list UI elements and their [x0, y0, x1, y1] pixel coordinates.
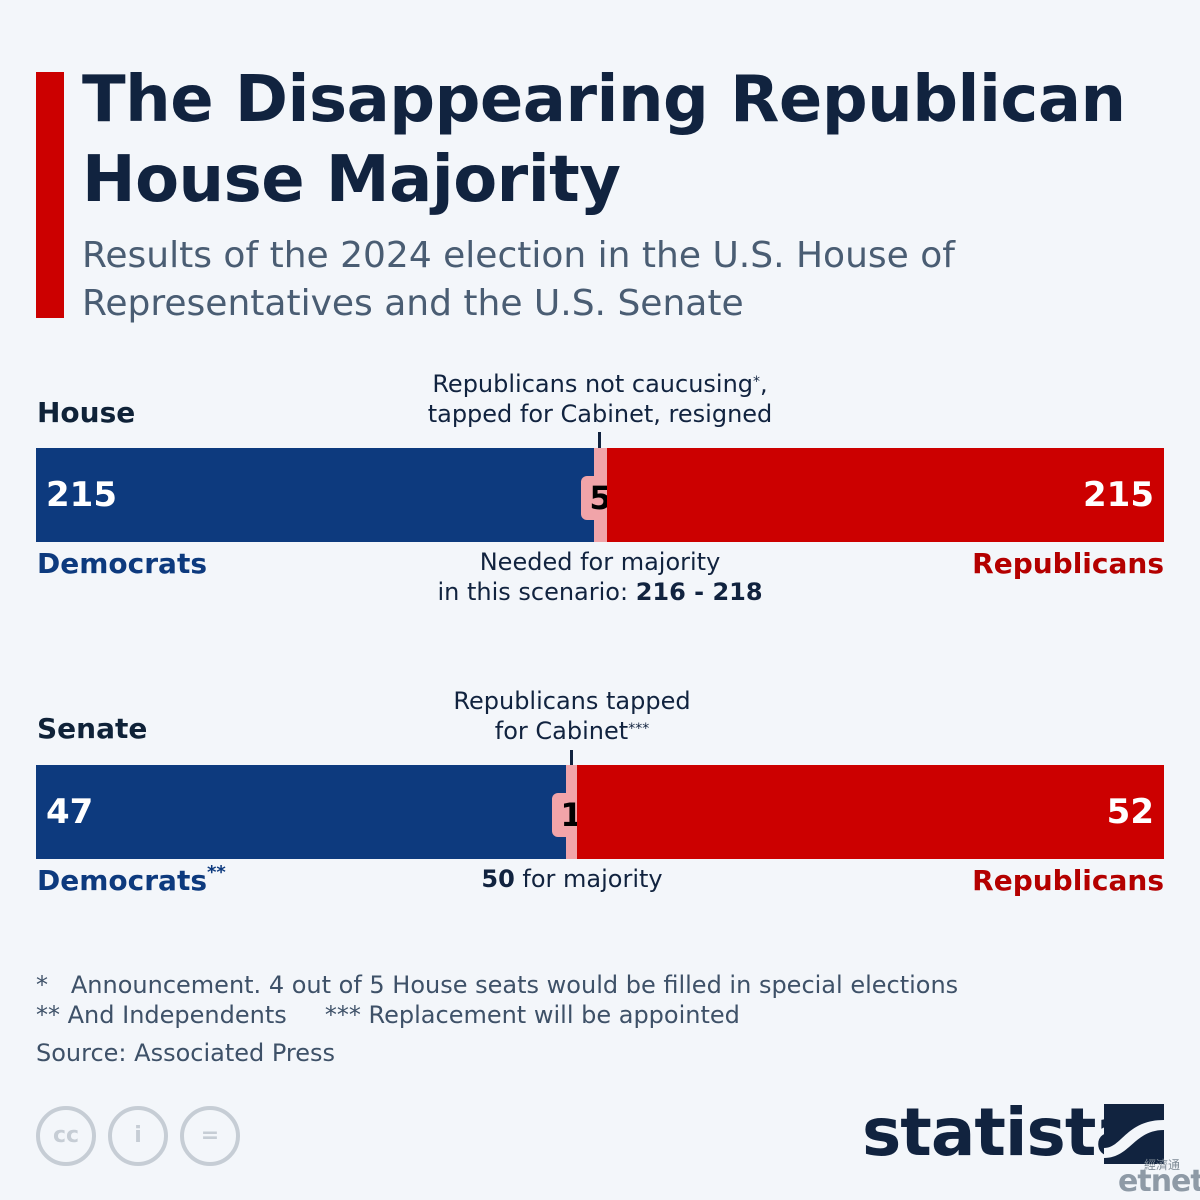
statista-logo[interactable]: statista	[862, 1094, 1140, 1171]
senate-democrats-sup: **	[207, 862, 226, 883]
senate-democrats-value: 47	[46, 792, 94, 832]
senate-annotation-line2: for Cabinet	[494, 717, 629, 745]
house-section-label: House	[37, 396, 136, 429]
house-annotation-line2: tapped for Cabinet, resigned	[427, 400, 773, 428]
house-annotation-tick	[598, 432, 601, 462]
senate-democrats-label: Democrats**	[37, 862, 226, 897]
title-accent-bar	[36, 72, 64, 318]
cc-icon[interactable]: cc	[36, 1106, 96, 1166]
house-republicans-label: Republicans	[972, 547, 1164, 580]
house-majority-prefix: in this scenario:	[437, 578, 636, 606]
senate-bar-democrats	[36, 765, 566, 859]
house-top-annotation: Republicans not caucusing*, tapped for C…	[400, 369, 800, 429]
senate-republicans-label: Republicans	[972, 864, 1164, 897]
statista-logo-mark-icon	[1104, 1104, 1164, 1164]
house-bar-democrats	[36, 448, 594, 542]
senate-annotation-line1: Republicans tapped	[453, 687, 691, 715]
senate-majority-text: for majority	[514, 865, 663, 893]
senate-majority-annotation: 50 for majority	[372, 864, 772, 894]
house-democrats-value: 215	[46, 475, 117, 515]
etnet-logo: etnet	[1118, 1164, 1200, 1199]
house-democrats-text: Democrats	[37, 547, 207, 580]
house-majority-range: 216 - 218	[635, 578, 763, 606]
house-stacked-bar: 215 5 215	[36, 448, 1164, 542]
senate-republicans-value: 52	[1106, 792, 1154, 832]
page-subtitle: Results of the 2024 election in the U.S.…	[82, 235, 955, 324]
footnote-independents: ** And Independents *** Replacement will…	[36, 1001, 740, 1029]
house-majority-line1: Needed for majority	[479, 548, 721, 576]
senate-democrats-text: Democrats	[37, 864, 207, 897]
house-annotation-comma: ,	[760, 370, 768, 398]
house-majority-annotation: Needed for majority in this scenario: 21…	[400, 547, 800, 607]
source-note: Source: Associated Press	[36, 1039, 336, 1067]
senate-majority-number: 50	[481, 865, 515, 893]
senate-bar-republicans	[577, 765, 1164, 859]
no-derivatives-icon[interactable]: =	[180, 1106, 240, 1166]
senate-annotation-asterisk: ***	[628, 721, 650, 737]
senate-top-annotation: Republicans tapped for Cabinet***	[372, 686, 772, 746]
house-republicans-value: 215	[1083, 475, 1154, 515]
attribution-icon[interactable]: i	[108, 1106, 168, 1166]
senate-section-label: Senate	[37, 712, 148, 745]
house-annotation-line1: Republicans not caucusing	[432, 370, 754, 398]
page-title: The Disappearing Republican House Majori…	[82, 63, 1126, 217]
footnote-announcement: * Announcement. 4 out of 5 House seats w…	[36, 971, 959, 999]
house-annotation-asterisk: *	[753, 374, 761, 390]
house-bar-republicans	[607, 448, 1164, 542]
senate-stacked-bar: 47 1 52	[36, 765, 1164, 859]
house-democrats-label: Democrats	[37, 547, 207, 580]
etnet-chinese-mark: 經濟通	[1144, 1158, 1181, 1172]
